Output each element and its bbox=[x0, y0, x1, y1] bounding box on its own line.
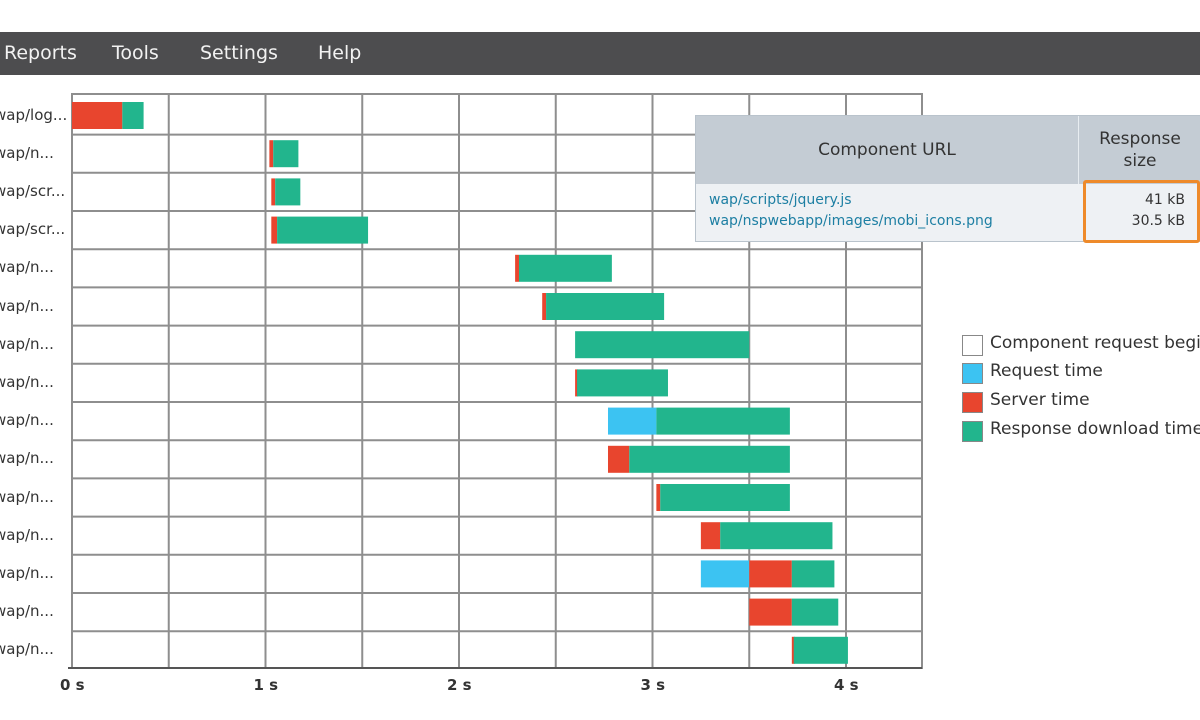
bar-server-time bbox=[749, 560, 792, 588]
x-tick-label: 3 s bbox=[640, 676, 666, 694]
bar-server-time bbox=[72, 102, 123, 129]
component-url-link[interactable]: wap/nspwebapp/images/mobi_icons.png bbox=[709, 213, 993, 229]
bar-download-time bbox=[277, 216, 369, 244]
bar-download-time bbox=[518, 254, 612, 282]
bar-download-time bbox=[122, 102, 144, 129]
bar-server-time bbox=[791, 636, 795, 664]
menu-help[interactable]: Help bbox=[318, 42, 362, 64]
bar-server-time bbox=[656, 484, 661, 511]
response-size-highlight bbox=[1083, 180, 1200, 243]
response-size-value: 41 kB bbox=[1145, 192, 1185, 208]
row-label[interactable]: wap/n... bbox=[0, 449, 54, 468]
bar-request-time bbox=[700, 560, 750, 588]
bar-server-time bbox=[700, 522, 721, 550]
x-tick-label: 2 s bbox=[447, 676, 472, 694]
legend-label: Response download time bbox=[990, 419, 1200, 439]
legend-label: Server time bbox=[990, 390, 1090, 410]
bar-server-time bbox=[515, 254, 519, 282]
bar-download-time bbox=[577, 369, 668, 397]
column-header-size-text: Response size bbox=[1099, 129, 1181, 171]
legend-swatch-request-time bbox=[962, 363, 983, 384]
row-label[interactable]: wap/n... bbox=[0, 563, 54, 582]
menu-bar: Reports Tools Settings Help bbox=[0, 32, 1200, 75]
menu-reports[interactable]: Reports bbox=[4, 42, 77, 64]
legend-swatch-request-begin bbox=[962, 335, 983, 356]
row-label[interactable]: wap/log... bbox=[0, 105, 68, 124]
bar-download-time bbox=[793, 636, 848, 664]
bar-download-time bbox=[656, 407, 790, 435]
row-label[interactable]: wap/n... bbox=[0, 640, 54, 659]
row-label[interactable]: wap/scr... bbox=[0, 220, 66, 239]
row-label[interactable]: wap/scr... bbox=[0, 181, 66, 200]
legend-label: Request time bbox=[990, 361, 1103, 381]
legend-label: Component request begin bbox=[990, 333, 1200, 353]
row-label[interactable]: wap/n... bbox=[0, 372, 54, 391]
component-url-link[interactable]: wap/scripts/jquery.js bbox=[709, 192, 852, 208]
row-label[interactable]: wap/n... bbox=[0, 296, 54, 315]
x-tick-label: 4 s bbox=[834, 676, 859, 694]
row-label[interactable]: wap/n... bbox=[0, 334, 54, 353]
response-size-value: 30.5 kB bbox=[1131, 213, 1185, 229]
column-header-size: Response size bbox=[1078, 116, 1200, 184]
row-label[interactable]: wap/n... bbox=[0, 411, 54, 430]
legend-swatch-download-time bbox=[962, 421, 983, 442]
row-label[interactable]: wap/n... bbox=[0, 525, 54, 544]
x-tick-label: 0 s bbox=[60, 676, 85, 694]
row-label[interactable]: wap/n... bbox=[0, 258, 54, 277]
bar-request-time bbox=[607, 407, 657, 435]
column-header-url: Component URL bbox=[818, 140, 956, 160]
bar-server-time bbox=[269, 140, 274, 168]
bar-server-time bbox=[575, 369, 579, 397]
menu-settings[interactable]: Settings bbox=[200, 42, 278, 64]
bar-server-time bbox=[749, 598, 792, 626]
bar-download-time bbox=[720, 522, 833, 550]
row-label[interactable]: wap/n... bbox=[0, 602, 54, 621]
bar-download-time bbox=[546, 293, 665, 320]
bar-download-time bbox=[660, 484, 790, 511]
row-label[interactable]: wap/n... bbox=[0, 143, 54, 162]
bar-download-time bbox=[629, 445, 790, 473]
menu-tools[interactable]: Tools bbox=[112, 42, 159, 64]
bar-download-time bbox=[791, 598, 839, 626]
x-tick-label: 1 s bbox=[253, 676, 279, 694]
bar-download-time bbox=[273, 140, 299, 168]
bar-server-time bbox=[607, 445, 630, 473]
bar-download-time bbox=[575, 331, 750, 359]
bar-download-time bbox=[791, 560, 835, 588]
bar-download-time bbox=[275, 178, 301, 206]
row-label[interactable]: wap/n... bbox=[0, 487, 54, 506]
bar-server-time bbox=[271, 216, 278, 244]
bar-server-time bbox=[271, 178, 276, 206]
bar-server-time bbox=[542, 293, 547, 320]
legend-swatch-server-time bbox=[962, 392, 983, 413]
details-header: Component URL Response size bbox=[696, 116, 1200, 184]
